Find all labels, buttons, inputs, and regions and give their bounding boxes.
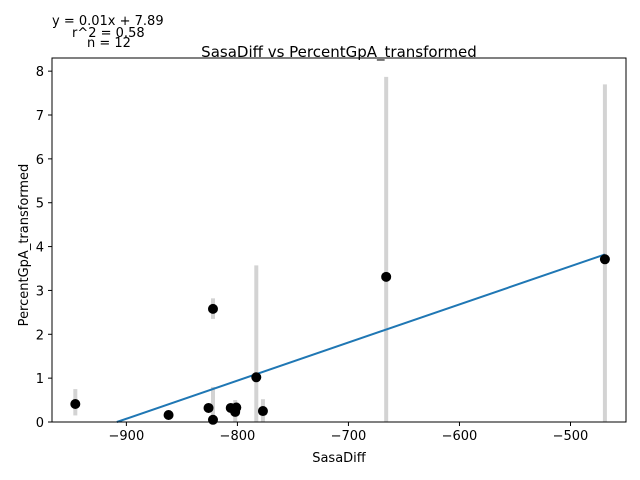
y-tick-label-8: 8 xyxy=(36,65,44,80)
point-11 xyxy=(599,254,610,265)
point-7 xyxy=(231,402,242,413)
point-9 xyxy=(257,406,268,417)
y-tick-label-6: 6 xyxy=(36,153,44,168)
x-tick-label--800: −800 xyxy=(220,429,256,444)
y-tick-label-3: 3 xyxy=(36,284,44,299)
point-2 xyxy=(203,402,214,413)
y-tick-label-1: 1 xyxy=(36,372,44,387)
fit-line xyxy=(116,253,606,423)
x-tick-label--600: −600 xyxy=(442,429,478,444)
points-group xyxy=(70,254,610,425)
point-10 xyxy=(381,271,392,282)
x-axis: −900 −800 −700 −600 −500 xyxy=(109,422,589,444)
regression-annotations: y = 0.01x + 7.89 r^2 = 0.58 n = 12 xyxy=(52,14,164,51)
plot-frame xyxy=(51,57,627,423)
y-axis-label: PercentGpA_transformed xyxy=(17,164,32,327)
point-8 xyxy=(251,372,262,383)
y-tick-label-2: 2 xyxy=(36,328,44,343)
point-1 xyxy=(163,409,174,420)
x-tick-label--500: −500 xyxy=(553,429,589,444)
x-tick-label--900: −900 xyxy=(109,429,145,444)
y-axis: 0 1 2 3 4 5 6 7 8 xyxy=(36,65,52,431)
point-3 xyxy=(207,303,218,314)
y-tick-label-4: 4 xyxy=(36,241,44,256)
annotation-r-squared: r^2 = 0.58 xyxy=(72,26,145,41)
annotation-n: n = 12 xyxy=(87,36,131,51)
y-tick-label-7: 7 xyxy=(36,109,44,124)
y-tick-label-5: 5 xyxy=(36,197,44,212)
point-4 xyxy=(207,414,218,425)
chart-title: SasaDiff vs PercentGpA_transformed xyxy=(201,43,477,62)
x-tick-label--700: −700 xyxy=(331,429,367,444)
annotation-equation: y = 0.01x + 7.89 xyxy=(52,14,164,29)
y-tick-label-0: 0 xyxy=(36,416,44,431)
fit-line-group xyxy=(116,253,606,423)
x-axis-label: SasaDiff xyxy=(312,451,367,466)
errorbars-group xyxy=(73,76,607,422)
point-0 xyxy=(70,399,81,410)
